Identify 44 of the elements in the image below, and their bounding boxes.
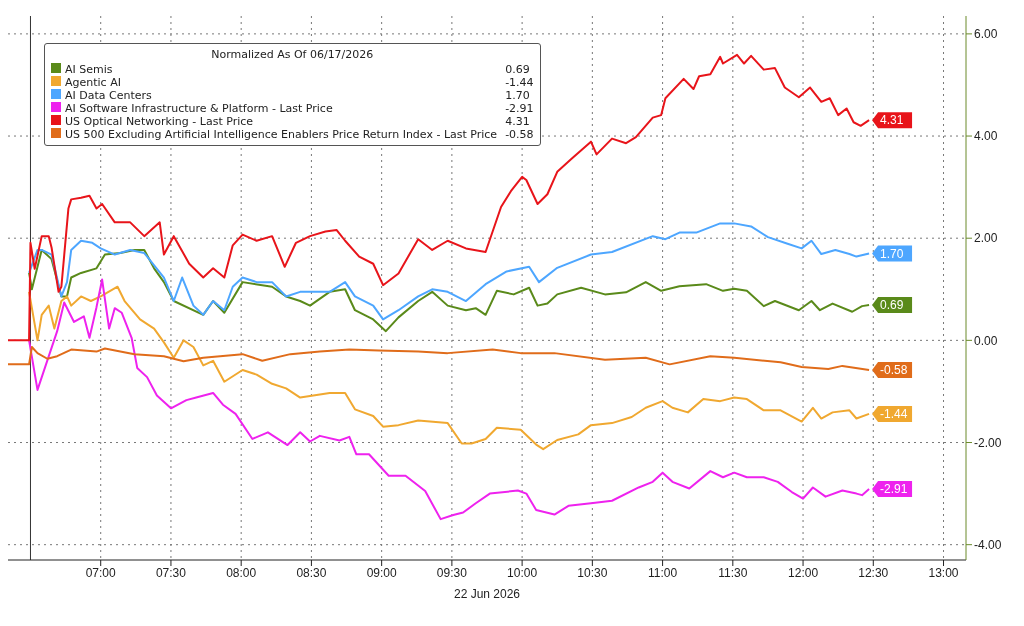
text: 0.69 [505,63,530,76]
x-tick-label: 07:30 [155,565,187,580]
legend-title: Normalized As Of 06/17/2026 [210,48,375,61]
data-label: -1.44 [880,406,908,421]
x-tick-label: 12:30 [858,565,889,580]
line-series [28,222,871,321]
legend-label: US Optical Networking - Last Price [65,115,255,128]
x-tick-label: 12:00 [788,565,819,580]
text: 1.70 [505,89,530,102]
line-series [28,248,871,333]
x-tick-label: 07:00 [85,565,117,580]
data-label: -0.58 [880,362,908,377]
line-series [8,346,871,371]
x-tick-label: 11:00 [648,565,678,580]
y-tick-label: 6.00 [974,27,998,42]
x-tick-label: 08:00 [226,565,257,580]
x-tick-label: 10:30 [577,565,608,580]
legend-label: Agentic AI [65,76,122,89]
x-axis-title: 22 Jun 2026 [453,587,521,601]
text: 4.31 [505,115,530,128]
text: -2.91 [505,102,534,115]
legend-label: AI Software Infrastructure & Platform - Last Price [65,102,334,115]
y-tick-label: 2.00 [974,231,998,246]
legend-label: AI Semis [65,63,114,76]
y-tick-label: 4.00 [974,129,998,144]
y-tick-label: -2.00 [974,435,1002,450]
data-label: 1.70 [880,246,904,261]
x-tick-label: 09:30 [436,565,468,580]
y-tick-label: 0.00 [974,333,998,348]
x-tick-label: 13:00 [928,565,959,580]
legend-label: AI Data Centers [65,89,153,102]
line-series [28,285,871,451]
data-label: -2.91 [880,482,908,496]
x-tick-label: 10:00 [507,565,538,580]
y-tick-label: -4.00 [974,537,1002,552]
data-label: 4.31 [880,113,904,128]
line-series [28,278,871,521]
legend-label: US 500 Excluding Artificial Intelligence Enablers Price Return Index - Last Price [65,128,499,141]
x-tick-label: 11:30 [718,565,748,580]
text: -0.58 [505,128,534,141]
x-tick-label: 08:30 [296,565,327,580]
x-tick-label: 09:00 [366,565,397,580]
data-label: 0.69 [880,298,904,313]
text: -1.44 [505,76,534,89]
